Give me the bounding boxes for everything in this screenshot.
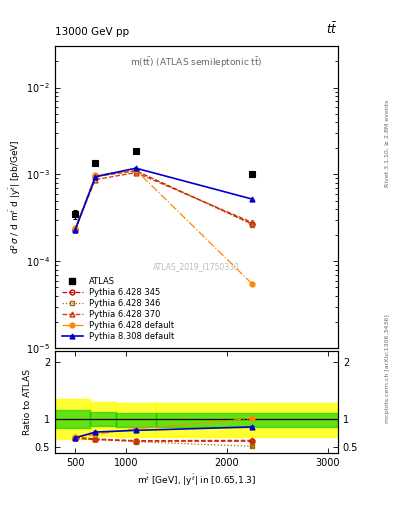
X-axis label: m$^{\bar{t}}$ [GeV], |y$^{\bar{t}}$| in [0.65,1.3]: m$^{\bar{t}}$ [GeV], |y$^{\bar{t}}$| in … [137, 472, 256, 488]
Text: mcplots.cern.ch [arXiv:1306.3436]: mcplots.cern.ch [arXiv:1306.3436] [385, 314, 389, 423]
Text: m(t$\bar{\rm t}$) (ATLAS semileptonic t$\bar{\rm t}$): m(t$\bar{\rm t}$) (ATLAS semileptonic t$… [130, 55, 263, 70]
Text: Rivet 3.1.10, ≥ 2.8M events: Rivet 3.1.10, ≥ 2.8M events [385, 100, 389, 187]
Text: 13000 GeV pp: 13000 GeV pp [55, 27, 129, 37]
Y-axis label: d$^2\sigma$ / d m$^{\bar{t}}$ d |y$^{\bar{t}}$| [pb/GeV]: d$^2\sigma$ / d m$^{\bar{t}}$ d |y$^{\ba… [7, 140, 23, 254]
Legend: ATLAS, Pythia 6.428 345, Pythia 6.428 346, Pythia 6.428 370, Pythia 6.428 defaul: ATLAS, Pythia 6.428 345, Pythia 6.428 34… [59, 274, 177, 344]
Y-axis label: Ratio to ATLAS: Ratio to ATLAS [23, 369, 32, 435]
Text: $t\bar{t}$: $t\bar{t}$ [327, 22, 338, 37]
Text: ATLAS_2019_I1750330: ATLAS_2019_I1750330 [153, 262, 240, 271]
